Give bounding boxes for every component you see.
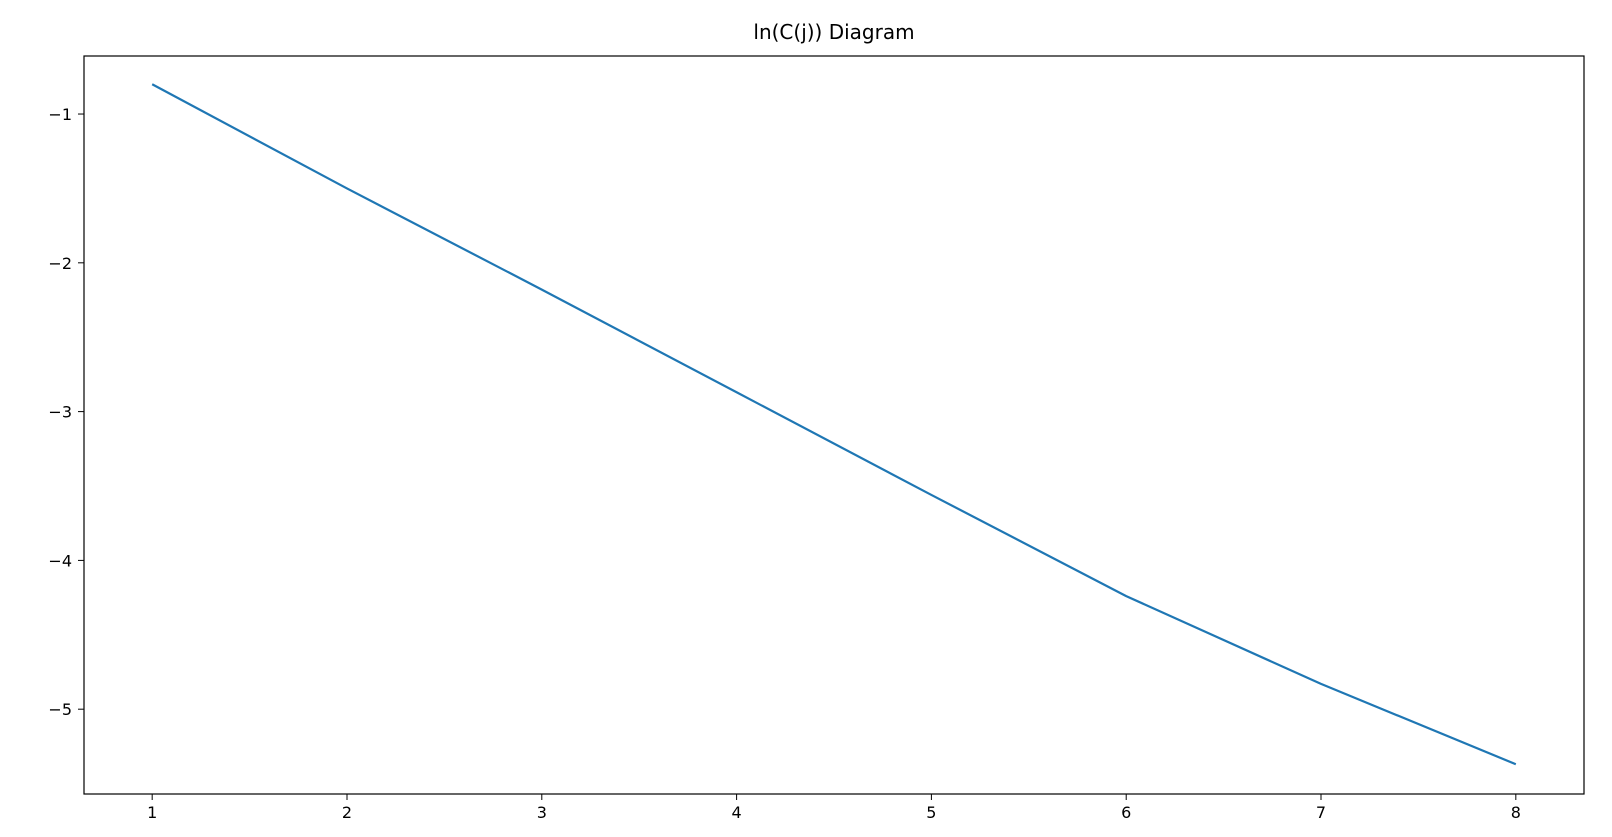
x-tick-label: 7 [1316,803,1326,822]
x-tick-label: 6 [1121,803,1131,822]
plot-area-frame [83,55,1585,795]
y-tick-label: −1 [48,105,72,124]
chart-title: ln(C(j)) Diagram [753,20,915,44]
x-tick-label: 3 [537,803,547,822]
y-tick-label: −3 [48,403,72,422]
x-tick-label: 2 [342,803,352,822]
y-tick-label: −4 [48,551,72,570]
x-tick-label: 8 [1511,803,1521,822]
x-tick-label: 5 [926,803,936,822]
y-tick-label: −2 [48,254,72,273]
series-line [151,83,1517,766]
y-tick-label: −5 [48,700,72,719]
x-tick-label: 1 [147,803,157,822]
x-tick-label: 4 [732,803,742,822]
